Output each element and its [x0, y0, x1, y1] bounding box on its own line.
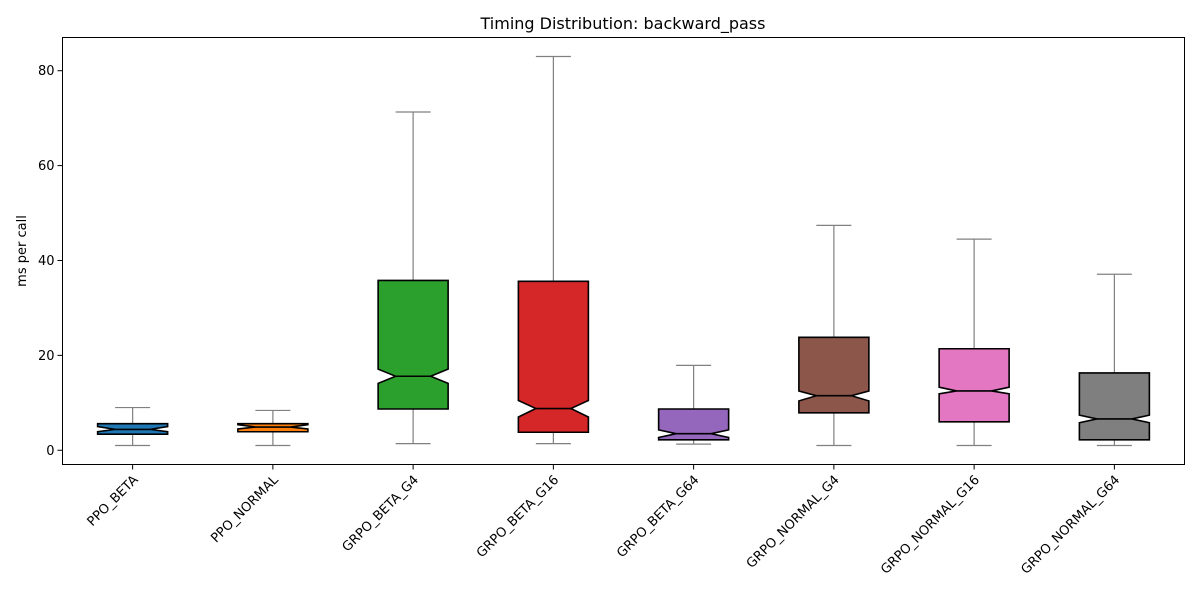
- x-tick-label: GRPO_BETA_G64: [614, 473, 702, 561]
- chart-title: Timing Distribution: backward_pass: [480, 14, 766, 34]
- box-group: [96, 406, 169, 447]
- box-body: [1078, 372, 1151, 441]
- box-body: [798, 336, 870, 414]
- plot-frame: [62, 37, 1185, 465]
- y-tick-label: 40: [38, 254, 55, 269]
- box-group: [938, 238, 1010, 447]
- x-tick-label: PPO_NORMAL: [208, 472, 282, 546]
- x-axis: PPO_BETA PPO_NORMAL GRPO_BETA_G4 GRPO_BETA_…: [85, 464, 1123, 578]
- y-tick-label: 60: [38, 159, 55, 174]
- y-tick-label: 80: [38, 64, 55, 79]
- y-axis-label: ms per call: [15, 215, 30, 287]
- x-tick-label: GRPO_NORMAL_G16: [878, 473, 983, 578]
- box-body: [657, 408, 730, 441]
- box-body: [377, 279, 449, 410]
- x-tick-label: GRPO_NORMAL_G4: [744, 473, 843, 572]
- y-tick-label: 0: [46, 444, 54, 459]
- box-group: [1078, 273, 1151, 447]
- x-tick-label: GRPO_NORMAL_G64: [1018, 473, 1123, 578]
- box-group: [657, 364, 730, 445]
- y-tick-label: 20: [38, 349, 55, 364]
- x-tick-label: GRPO_BETA_G16: [474, 473, 562, 561]
- y-axis: 0 20 40 60 80: [38, 64, 63, 459]
- box-group: [517, 55, 590, 445]
- box-group: [798, 224, 870, 447]
- box-group: [237, 409, 309, 447]
- x-tick-label: PPO_BETA: [85, 473, 142, 530]
- plot-area: [96, 55, 1151, 447]
- box-body: [938, 347, 1010, 423]
- box-body: [517, 280, 590, 434]
- x-tick-label: GRPO_BETA_G4: [340, 473, 422, 555]
- box-group: [377, 111, 449, 445]
